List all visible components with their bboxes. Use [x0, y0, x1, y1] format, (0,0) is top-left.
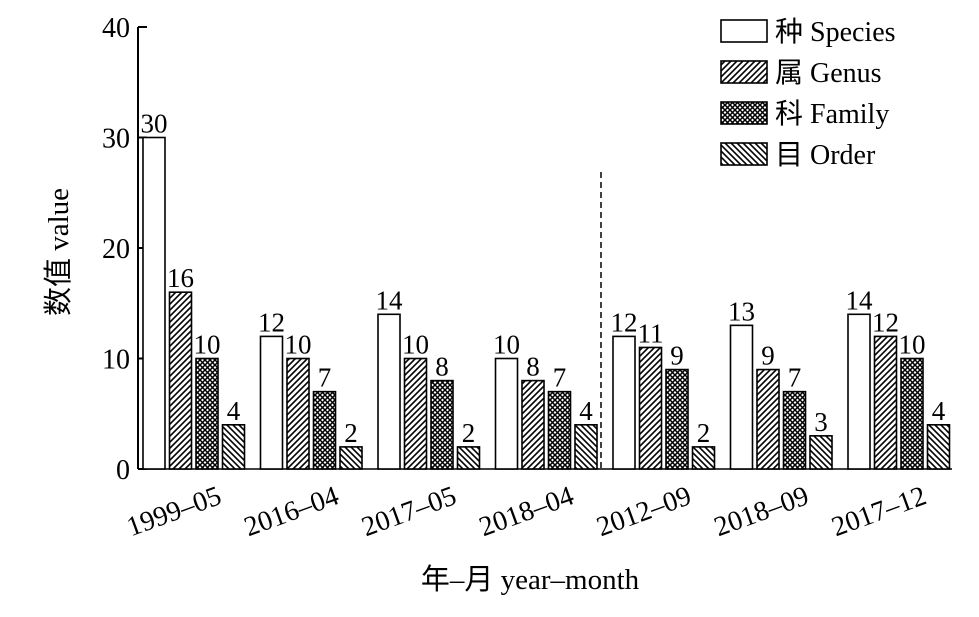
- legend: 种 Species 属 Genus 科 Family 目 Order: [720, 16, 896, 171]
- data-label: 4: [579, 396, 593, 426]
- bar: [221, 423, 246, 470]
- x-tick-label: 2012–09: [593, 480, 696, 543]
- data-label: 16: [167, 263, 194, 293]
- bar: [809, 435, 833, 470]
- bar: [665, 368, 689, 470]
- y-tick-label: 40: [102, 13, 130, 44]
- data-label: 7: [788, 363, 802, 393]
- data-label: 10: [493, 330, 520, 360]
- data-label: 10: [285, 330, 312, 360]
- bar: [521, 379, 545, 470]
- bar: [142, 136, 166, 470]
- y-tick-label: 0: [116, 455, 130, 486]
- legend-label: 属 Genus: [775, 58, 882, 89]
- legend-swatch: [720, 101, 768, 125]
- data-label: 10: [194, 330, 221, 360]
- data-label: 12: [611, 307, 638, 337]
- bar: [729, 324, 754, 470]
- bar: [403, 357, 428, 470]
- data-label: 13: [728, 296, 755, 326]
- bar: [756, 368, 780, 470]
- data-label: 2: [344, 418, 358, 448]
- legend-swatch: [720, 60, 768, 84]
- legend-label: 目 Order: [775, 140, 876, 171]
- legend-swatch: [720, 19, 768, 43]
- data-label: 14: [846, 285, 874, 315]
- data-label: 10: [402, 330, 429, 360]
- bar: [574, 423, 598, 470]
- bar: [430, 379, 454, 470]
- legend-label: 科 Family: [775, 98, 889, 130]
- bar: [377, 313, 401, 470]
- bar: [339, 446, 363, 470]
- x-tick-label: 2018–04: [475, 480, 578, 543]
- y-tick-label: 20: [102, 234, 130, 265]
- data-label: 14: [376, 285, 404, 315]
- x-tick-label: 1999–05: [123, 480, 226, 543]
- data-label: 9: [670, 341, 684, 371]
- data-label: 2: [697, 418, 711, 448]
- data-label: 30: [141, 109, 168, 139]
- data-label: 12: [258, 307, 285, 337]
- x-axis-title: 年–月 year–month: [421, 563, 640, 596]
- y-tick-label: 30: [102, 124, 130, 155]
- bar: [259, 335, 284, 470]
- y-tick-label: 10: [102, 345, 130, 376]
- bar: [612, 335, 636, 470]
- x-tick-label: 2017–05: [358, 480, 461, 543]
- bar: [873, 335, 898, 470]
- data-label: 2: [462, 418, 476, 448]
- x-tick-label: 2016–04: [240, 480, 343, 543]
- bar: [926, 423, 951, 470]
- bar: [456, 446, 481, 470]
- bar: [547, 390, 572, 470]
- legend-swatch: [720, 142, 768, 166]
- data-label: 4: [227, 396, 241, 426]
- x-tick-label: 2017–12: [828, 480, 931, 543]
- data-label: 7: [553, 363, 567, 393]
- bar: [900, 357, 924, 470]
- data-label: 12: [872, 307, 899, 337]
- data-label: 11: [638, 318, 664, 348]
- bar: [847, 313, 871, 470]
- bars-group: [142, 136, 951, 470]
- data-label: 10: [899, 330, 926, 360]
- data-label: 8: [435, 352, 449, 382]
- bar: [638, 346, 663, 470]
- data-label: 9: [761, 341, 775, 371]
- data-label: 3: [814, 407, 828, 437]
- bar: [286, 357, 310, 470]
- bar: [195, 357, 219, 470]
- bar: [782, 390, 807, 470]
- data-label: 8: [526, 352, 540, 382]
- y-axis-title: 数值 value: [42, 188, 75, 316]
- bar: [494, 357, 519, 470]
- bar: [691, 446, 716, 470]
- bar: [168, 291, 193, 470]
- x-tick-label: 2018–09: [710, 480, 813, 543]
- legend-label: 种 Species: [775, 16, 896, 48]
- bar: [312, 390, 337, 470]
- data-label: 4: [932, 396, 946, 426]
- data-label: 7: [318, 363, 332, 393]
